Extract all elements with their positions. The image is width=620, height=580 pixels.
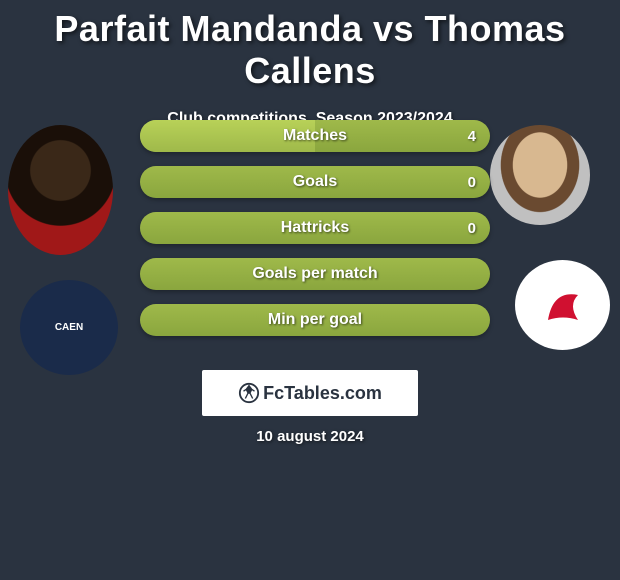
page-title: Parfait Mandanda vs Thomas Callens — [0, 0, 620, 92]
brand-link[interactable]: FcTables.com — [202, 370, 418, 416]
soccer-ball-icon — [238, 382, 260, 404]
stat-bar-matches: Matches 4 — [140, 120, 490, 152]
date-label: 10 august 2024 — [0, 428, 620, 445]
player2-avatar — [490, 125, 590, 225]
stat-label: Goals per match — [140, 258, 490, 290]
player1-team-badge: CAEN — [20, 280, 118, 375]
team1-label: CAEN — [20, 280, 118, 375]
stat-bar-goals: Goals 0 — [140, 166, 490, 198]
stat-value-right: 0 — [468, 166, 476, 198]
brand-text: FcTables.com — [263, 383, 382, 404]
stat-value-right: 0 — [468, 212, 476, 244]
stat-value-right: 4 — [468, 120, 476, 152]
stat-bar-goals-per-match: Goals per match — [140, 258, 490, 290]
stat-label: Goals — [140, 166, 490, 198]
stat-label: Hattricks — [140, 212, 490, 244]
team2-logo — [515, 260, 610, 350]
stat-label: Min per goal — [140, 304, 490, 336]
stats-bars: Matches 4 Goals 0 Hattricks 0 Goals per … — [140, 120, 490, 350]
stat-bar-hattricks: Hattricks 0 — [140, 212, 490, 244]
player2-team-badge — [515, 260, 610, 350]
stat-label: Matches — [140, 120, 490, 152]
stat-bar-min-per-goal: Min per goal — [140, 304, 490, 336]
player1-avatar — [8, 125, 113, 255]
